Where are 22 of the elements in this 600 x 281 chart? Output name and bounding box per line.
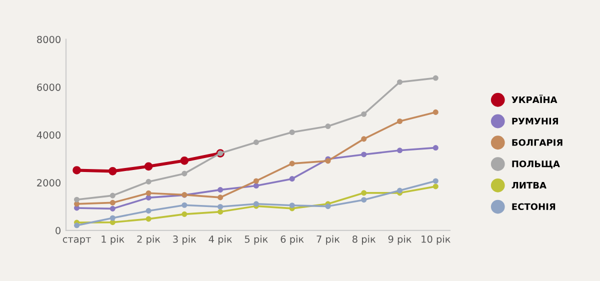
legend-label: ЛИТВА	[512, 182, 546, 189]
legend-label: ЕСТОНІЯ	[512, 203, 556, 210]
x-tick-label: старт	[62, 237, 91, 245]
legend-label: УКРАЇНА	[512, 94, 558, 104]
legend-label: БОЛГАРІЯ	[512, 139, 562, 146]
x-tick-label: 7 рік	[316, 235, 340, 245]
legend-label: РУМУНІЯ	[512, 118, 558, 124]
y-tick-label: 0	[56, 226, 60, 234]
x-tick-label: 5 рік	[244, 235, 268, 245]
x-tick-label: 10 рік	[422, 235, 450, 245]
x-tick-label: 9 рік	[388, 235, 412, 245]
legend-label: ПОЛЬЩА	[512, 160, 560, 169]
x-tick-label: 8 рік	[352, 235, 376, 245]
y-tick-label: 4000	[36, 131, 60, 139]
y-tick-label: 2000	[37, 179, 60, 186]
x-tick-label: 2 рік	[137, 235, 160, 245]
x-tick-label: 1 рік	[102, 235, 124, 245]
x-tick-label: 3 рік	[173, 235, 196, 245]
x-tick-label: 6 рік	[280, 235, 304, 245]
y-tick-label: 6000	[37, 84, 60, 91]
y-tick-label: 8000	[37, 36, 60, 44]
x-tick-label: 4 рік	[208, 235, 232, 245]
